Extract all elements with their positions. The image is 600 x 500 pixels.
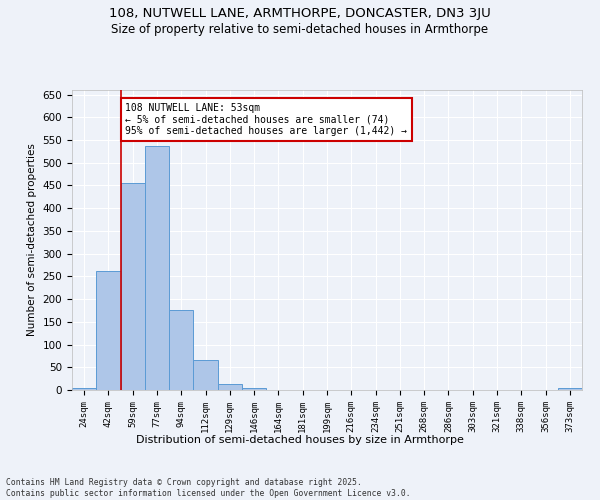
Bar xyxy=(169,310,193,390)
Bar xyxy=(121,183,145,390)
Bar xyxy=(218,384,242,390)
Bar xyxy=(193,360,218,390)
Text: Distribution of semi-detached houses by size in Armthorpe: Distribution of semi-detached houses by … xyxy=(136,435,464,445)
Bar xyxy=(96,271,121,390)
Text: 108 NUTWELL LANE: 53sqm
← 5% of semi-detached houses are smaller (74)
95% of sem: 108 NUTWELL LANE: 53sqm ← 5% of semi-det… xyxy=(125,102,407,136)
Text: 108, NUTWELL LANE, ARMTHORPE, DONCASTER, DN3 3JU: 108, NUTWELL LANE, ARMTHORPE, DONCASTER,… xyxy=(109,8,491,20)
Y-axis label: Number of semi-detached properties: Number of semi-detached properties xyxy=(27,144,37,336)
Bar xyxy=(558,388,582,390)
Text: Size of property relative to semi-detached houses in Armthorpe: Size of property relative to semi-detach… xyxy=(112,22,488,36)
Bar xyxy=(145,146,169,390)
Bar xyxy=(242,388,266,390)
Text: Contains HM Land Registry data © Crown copyright and database right 2025.
Contai: Contains HM Land Registry data © Crown c… xyxy=(6,478,410,498)
Bar xyxy=(72,388,96,390)
